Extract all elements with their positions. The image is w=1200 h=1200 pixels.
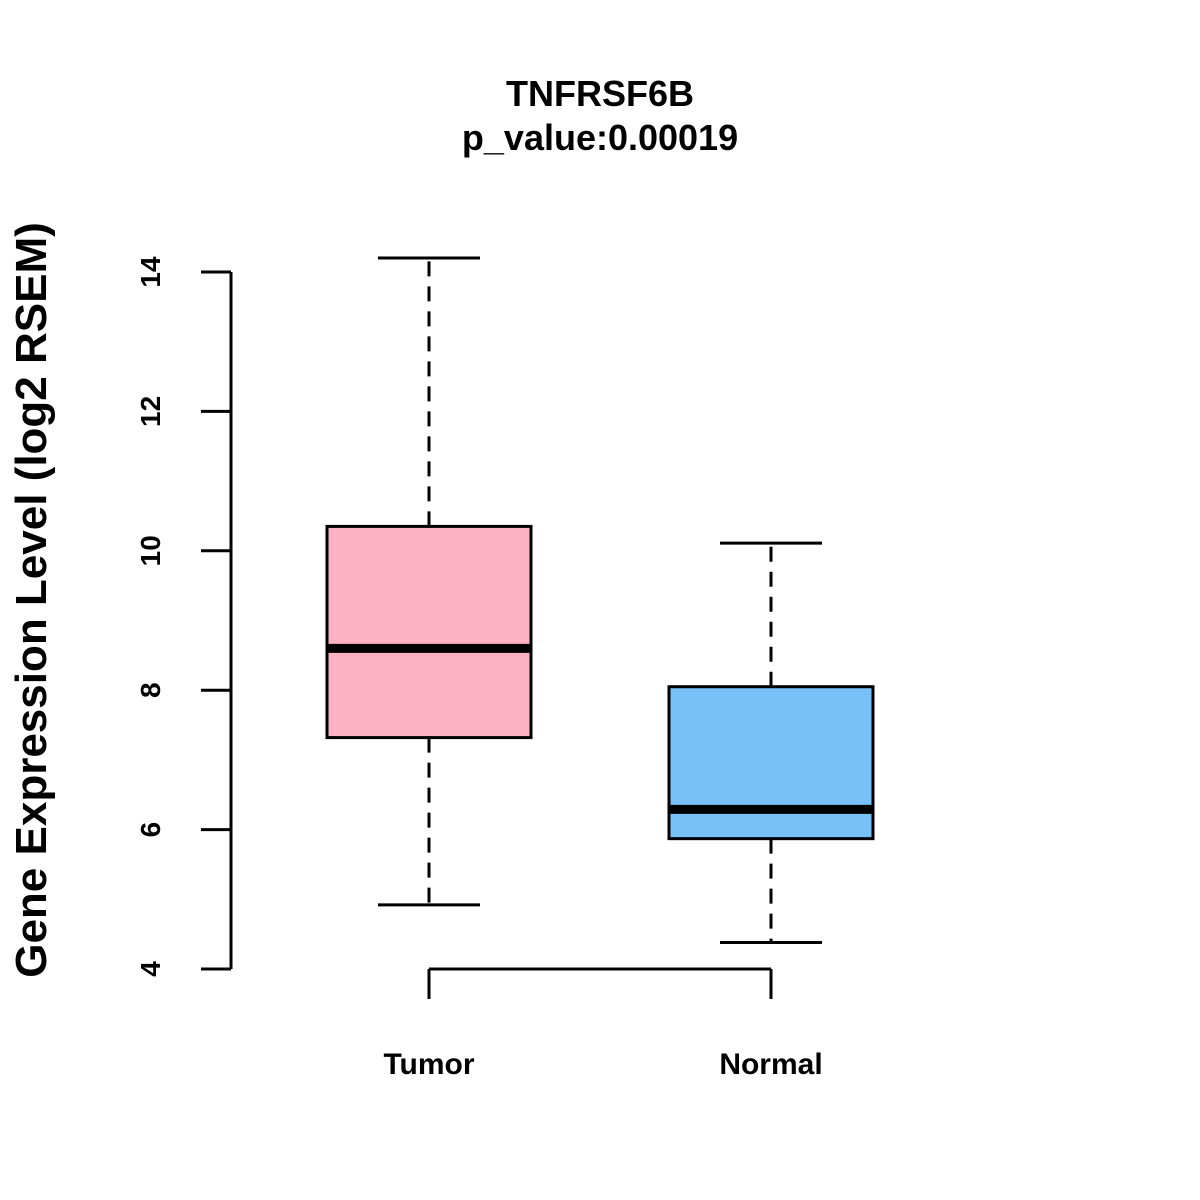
x-label-tumor: Tumor <box>383 1048 474 1081</box>
x-label-normal: Normal <box>719 1048 822 1081</box>
chart-title: TNFRSF6B <box>506 73 694 114</box>
y-axis: 4 6 8 10 12 14 <box>135 256 233 977</box>
y-axis-label: Gene Expression Level (log2 RSEM) <box>7 222 56 978</box>
y-tick-label-6: 6 <box>135 822 166 838</box>
x-axis-labels: Tumor Normal <box>383 1048 822 1081</box>
normal-box <box>667 685 875 841</box>
group-bracket <box>427 967 773 999</box>
y-tick-label-4: 4 <box>135 961 166 977</box>
y-tick-label-14: 14 <box>135 256 166 288</box>
y-tick-label-10: 10 <box>135 535 166 566</box>
chart-subtitle: p_value:0.00019 <box>462 117 738 158</box>
y-tick-label-12: 12 <box>135 396 166 427</box>
tumor-box <box>325 524 533 740</box>
boxes <box>325 256 875 945</box>
y-tick-label-8: 8 <box>135 682 166 698</box>
